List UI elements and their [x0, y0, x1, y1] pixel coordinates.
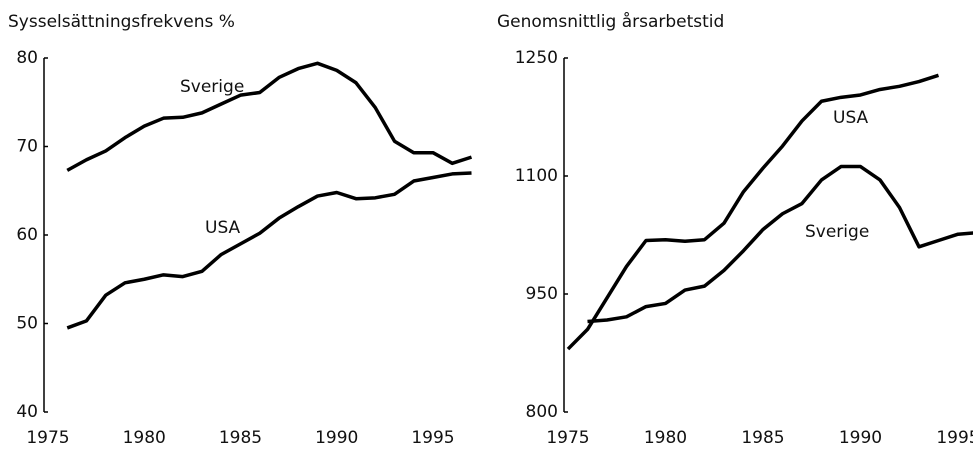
- series-label: Sverige: [805, 222, 869, 242]
- y-tick-label: 800: [526, 402, 558, 422]
- x-tick-label: 1995: [936, 428, 973, 448]
- x-tick-label: 1990: [315, 428, 358, 448]
- series-label: Sverige: [180, 77, 244, 97]
- x-tick-label: 1975: [26, 428, 69, 448]
- y-tick-label: 70: [16, 137, 38, 157]
- chart-title: Genomsnittlig årsarbetstid: [497, 11, 724, 32]
- y-tick-label: 950: [526, 284, 558, 304]
- x-tick-label: 1990: [839, 428, 882, 448]
- x-tick-label: 1980: [644, 428, 687, 448]
- y-tick-label: 1100: [515, 166, 558, 186]
- y-tick-label: 80: [16, 48, 38, 68]
- x-tick-label: 1985: [219, 428, 262, 448]
- y-tick-label: 40: [16, 402, 38, 422]
- x-tick-label: 1975: [546, 428, 589, 448]
- y-tick-label: 1250: [515, 48, 558, 68]
- series-line: [566, 73, 940, 351]
- series-label: USA: [833, 108, 869, 128]
- x-tick-label: 1995: [411, 428, 454, 448]
- series-line: [66, 61, 473, 172]
- series-label: USA: [205, 218, 241, 238]
- x-tick-label: 1985: [741, 428, 784, 448]
- series-line: [66, 171, 472, 330]
- y-tick-label: 60: [16, 225, 38, 245]
- x-tick-label: 1980: [123, 428, 166, 448]
- y-tick-label: 50: [16, 314, 38, 334]
- series-line: [587, 164, 973, 324]
- chart-title: Sysselsättningsfrekvens %: [8, 12, 235, 32]
